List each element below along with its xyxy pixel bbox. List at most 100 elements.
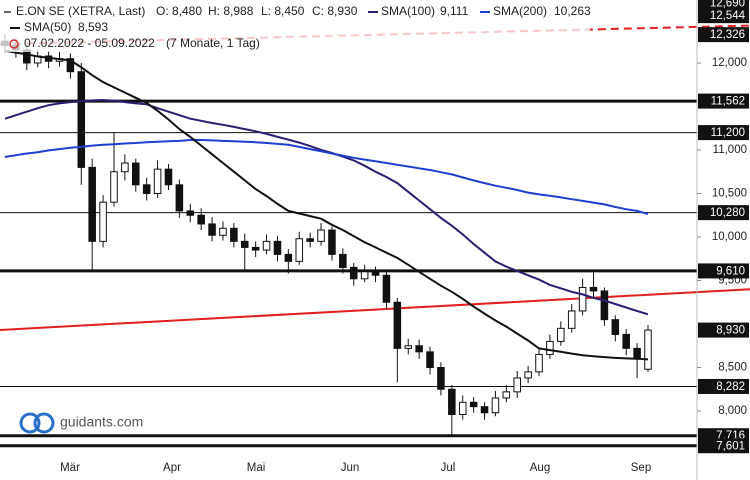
candle-body [393, 301, 402, 349]
candle-body [491, 397, 500, 414]
x-tick-label: Jun [341, 462, 360, 474]
candle-body [66, 58, 75, 73]
candle-body [88, 166, 96, 242]
level-label: 11,200 [711, 127, 745, 139]
clock-icon [9, 39, 19, 49]
sma-line [4, 139, 649, 216]
candle-body [404, 345, 413, 349]
candle-body [175, 184, 184, 212]
candle-body [458, 401, 467, 415]
candle-body [426, 351, 434, 369]
legend-value: 10,263 [554, 4, 591, 18]
candle-body [469, 401, 478, 408]
candle-body [251, 246, 260, 251]
legend: E.ON SE (XETRA, Last) O: 8,480 H: 8,988 … [0, 0, 591, 52]
candle-body [448, 388, 456, 415]
candle-body [589, 286, 598, 292]
price-axis: 12,00011,00010,50010,0009,5008,5008,000M… [60, 0, 749, 480]
legend-entry: SMA(200) [493, 4, 547, 18]
level-box [698, 438, 749, 454]
x-tick-label: Sep [631, 462, 651, 474]
candle-body [164, 168, 173, 186]
level-label: 12,690 [710, 0, 745, 9]
y-tick-label: 8,500 [718, 362, 747, 374]
level-box [698, 0, 749, 11]
watermark: guidants.com [60, 414, 143, 430]
candle-body [284, 253, 293, 262]
level-label: 11,562 [711, 96, 745, 108]
period-note: (7 Monate, 1 Tag) [166, 36, 260, 50]
legend-ohlc: L: 8,450 [261, 4, 305, 18]
trendline [0, 288, 750, 332]
candle-body [230, 227, 238, 242]
candle-body [197, 214, 205, 225]
candle-body [110, 171, 118, 203]
candle-body [77, 71, 86, 168]
x-tick-label: Jul [441, 462, 456, 474]
legend-value: 8,593 [78, 20, 108, 34]
candle-body [578, 286, 587, 312]
candle-body [524, 371, 532, 379]
candle-body [121, 162, 129, 173]
candle-body [349, 266, 358, 280]
candle-body [371, 271, 380, 276]
x-tick-label: Aug [530, 462, 550, 474]
candle-body [611, 319, 620, 335]
level-box [698, 27, 749, 43]
x-tick-label: Mai [247, 462, 266, 474]
candle-body [142, 184, 151, 194]
trendline [0, 24, 750, 46]
candle-body [644, 329, 652, 370]
candle-body [633, 347, 641, 360]
candle-body [317, 229, 325, 242]
candle-body [328, 229, 336, 255]
candle-body [415, 345, 423, 353]
legend-bg [0, 0, 590, 52]
level-box [698, 8, 749, 24]
candle-body [262, 240, 271, 251]
candle-body [382, 274, 391, 303]
logo-icon [33, 412, 55, 434]
level-label: 8,930 [716, 325, 745, 337]
period: 07.02.2022 - 05.09.2022 [24, 36, 155, 50]
legend-ohlc: C: 8,930 [312, 4, 358, 18]
logo-icon [19, 412, 41, 434]
level-label: 7,601 [716, 440, 745, 452]
candle-body [480, 406, 489, 414]
candle-body [306, 238, 314, 242]
candle-body [219, 227, 227, 236]
level-label: 9,610 [716, 265, 745, 277]
level-box [698, 322, 749, 338]
candle-body [132, 162, 140, 186]
level-box [698, 378, 749, 394]
candle-body [535, 353, 543, 373]
candle-body [273, 240, 282, 255]
plot-area [0, 24, 750, 448]
candle-body [502, 391, 511, 399]
sma-line [4, 49, 649, 361]
y-tick-label: 10,000 [712, 231, 747, 243]
level-label: 8,282 [716, 381, 745, 393]
candle-body [339, 253, 347, 268]
x-tick-label: Mär [60, 462, 80, 474]
candle-body [546, 340, 554, 355]
candle-body [600, 290, 609, 321]
legend-entry: SMA(100) [381, 4, 435, 18]
legend-title: E.ON SE (XETRA, Last) [16, 4, 145, 18]
candle-body [437, 367, 445, 390]
level-box [698, 93, 749, 109]
candle-body [557, 327, 565, 342]
logo: guidants.com [19, 412, 143, 434]
legend-ohlc: H: 8,988 [208, 4, 254, 18]
candle-body [360, 271, 369, 280]
y-tick-label: 10,500 [712, 188, 747, 200]
y-tick-label: 12,000 [712, 57, 747, 69]
legend-entry: SMA(50) [24, 20, 71, 34]
candle-body [622, 333, 630, 349]
candle-body [513, 377, 521, 393]
candle-body [240, 240, 249, 248]
y-tick-label: 11,000 [713, 144, 747, 156]
y-tick-label: 8,000 [718, 405, 747, 417]
x-tick-label: Apr [163, 462, 181, 474]
